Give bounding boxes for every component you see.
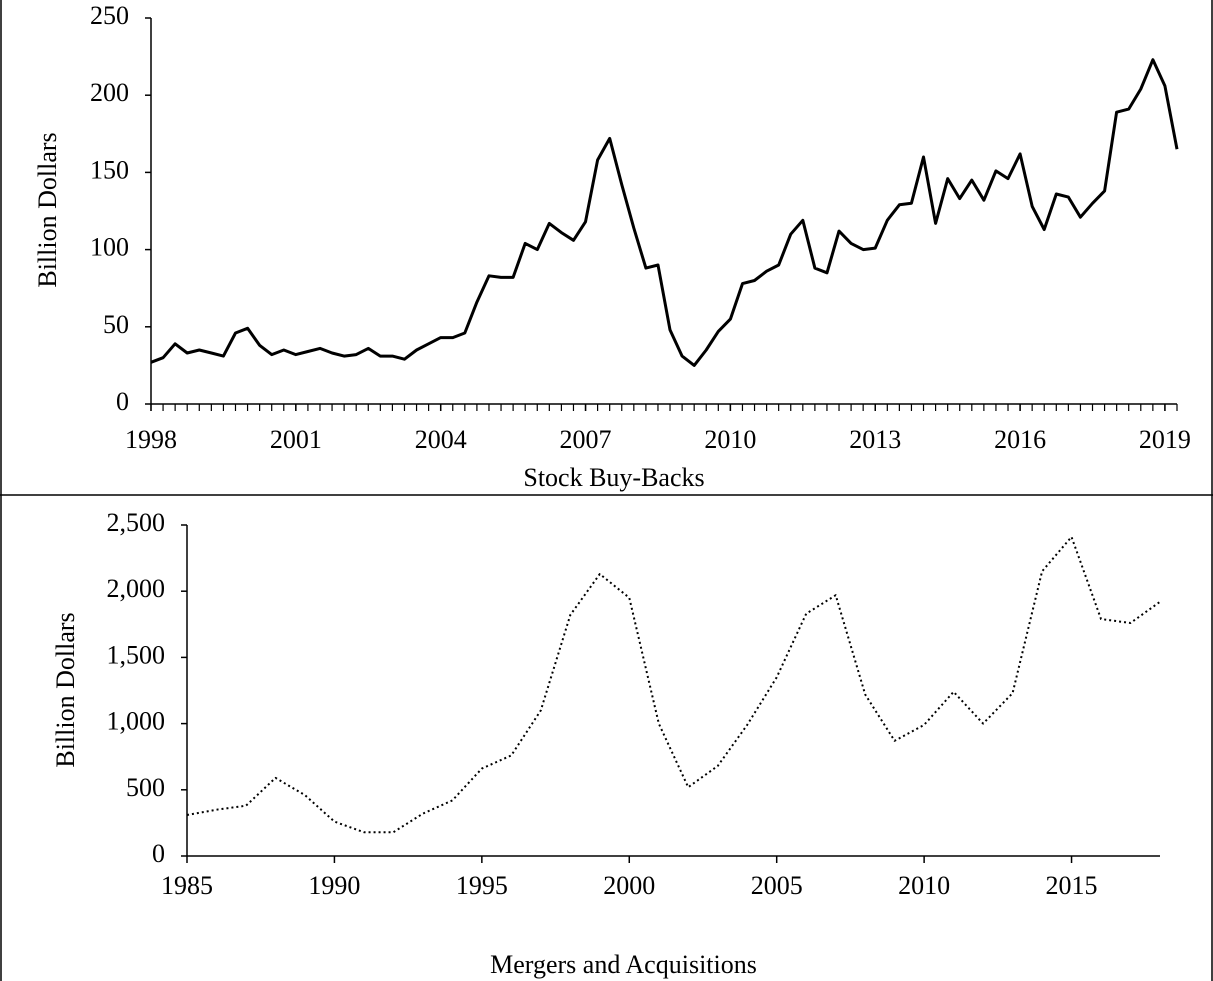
y-tick-label: 250 (90, 1, 129, 30)
x-tick-label: 2019 (1139, 425, 1191, 454)
y-axis-label: Billion Dollars (33, 132, 62, 287)
y-tick-label: 150 (90, 155, 129, 184)
chart-title: Mergers and Acquisitions (490, 950, 757, 979)
y-tick-label: 200 (90, 78, 129, 107)
x-tick-label: 1998 (125, 425, 177, 454)
y-tick-label: 1,500 (107, 640, 166, 669)
y-tick-label: 1,000 (107, 707, 166, 736)
y-axis-label: Billion Dollars (51, 612, 80, 767)
x-tick-label: 1995 (456, 871, 508, 900)
chart-title: Stock Buy-Backs (523, 463, 704, 492)
x-tick-label: 1985 (161, 871, 213, 900)
y-tick-label: 50 (103, 310, 129, 339)
y-tick-label: 0 (152, 839, 165, 868)
x-tick-label: 2001 (270, 425, 322, 454)
x-tick-label: 2010 (704, 425, 756, 454)
data-line (150, 58, 1179, 367)
x-tick-label: 2013 (849, 425, 901, 454)
data-line (186, 535, 1161, 834)
x-tick-label: 2007 (560, 425, 612, 454)
x-tick-label: 2000 (603, 871, 655, 900)
x-tick-label: 2015 (1046, 871, 1098, 900)
y-tick-label: 500 (126, 773, 165, 802)
y-tick-label: 2,500 (107, 508, 166, 537)
x-tick-label: 1990 (308, 871, 360, 900)
x-tick-label: 2004 (415, 425, 467, 454)
x-tick-label: 2005 (751, 871, 803, 900)
y-tick-label: 2,000 (107, 574, 166, 603)
x-tick-label: 2010 (898, 871, 950, 900)
y-tick-label: 0 (116, 387, 129, 416)
x-tick-label: 2016 (994, 425, 1046, 454)
y-tick-label: 100 (90, 233, 129, 262)
